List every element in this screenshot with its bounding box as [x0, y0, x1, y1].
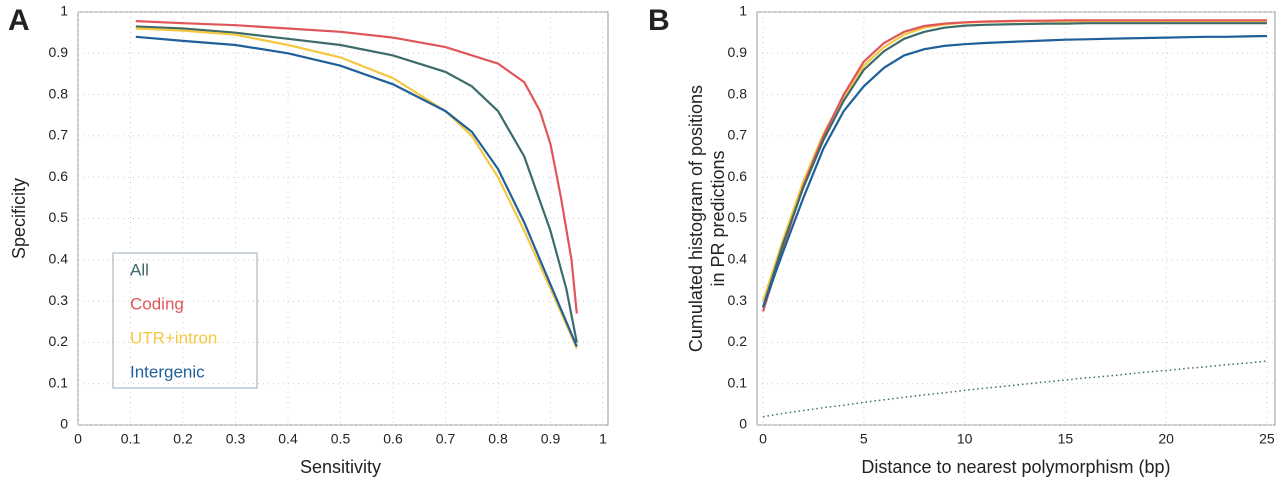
y-tick-label: 0.4: [49, 251, 69, 267]
y-axis-label: in PR predictions: [708, 150, 728, 286]
series-line: [135, 35, 578, 347]
x-tick-label: 0: [74, 431, 82, 447]
y-axis-label: Cumulated histogram of positions: [686, 85, 706, 352]
x-tick-label: 0.1: [121, 431, 141, 447]
y-tick-label: 0: [60, 416, 68, 432]
y-tick-label: 0.8: [728, 85, 748, 101]
y-tick-label: 0.3: [728, 292, 748, 308]
legend-entry: All: [130, 260, 149, 279]
legend-box: [112, 252, 258, 389]
panel-letter: B: [648, 4, 670, 37]
y-tick-label: 0.7: [49, 127, 69, 143]
series-line: [135, 27, 578, 350]
y-tick-label: 0: [739, 416, 747, 432]
y-tick-label: 0.9: [728, 44, 748, 60]
panel-letter: A: [8, 4, 30, 37]
x-tick-label: 20: [1158, 431, 1174, 447]
legend-entry: Coding: [130, 294, 184, 313]
x-tick-label: 0.9: [541, 431, 561, 447]
series-line: [761, 34, 1267, 308]
series-line: [761, 22, 1267, 308]
x-tick-label: 1: [599, 431, 607, 447]
y-tick-label: 0.5: [49, 209, 69, 225]
x-tick-label: 25: [1259, 431, 1275, 447]
y-axis-label: Specificity: [9, 178, 29, 259]
x-tick-label: 0: [759, 431, 767, 447]
x-tick-label: 10: [957, 431, 973, 447]
y-tick-label: 0.9: [49, 44, 69, 60]
y-tick-label: 0.1: [728, 374, 748, 390]
y-tick-label: 0.1: [49, 374, 69, 390]
y-tick-label: 0.5: [728, 209, 748, 225]
legend-entry: Intergenic: [130, 362, 205, 381]
x-tick-label: 0.3: [226, 431, 246, 447]
series-line: [761, 20, 1267, 302]
y-tick-label: 0.4: [728, 251, 748, 267]
x-axis-label: Distance to nearest polymorphism (bp): [861, 457, 1170, 477]
x-tick-label: 0.2: [173, 431, 193, 447]
y-tick-label: 0.2: [728, 333, 748, 349]
y-tick-label: 0.3: [49, 292, 69, 308]
x-tick-label: 0.7: [436, 431, 456, 447]
x-tick-label: 5: [860, 431, 868, 447]
series-line: [135, 20, 578, 314]
series-line: [761, 19, 1267, 312]
x-tick-label: 0.6: [383, 431, 403, 447]
x-tick-label: 15: [1058, 431, 1074, 447]
x-tick-label: 0.5: [331, 431, 351, 447]
x-tick-label: 0.8: [488, 431, 508, 447]
legend-entry: UTR+intron: [130, 328, 217, 347]
series-line: [135, 25, 578, 343]
x-axis-label: Sensitivity: [300, 457, 381, 477]
y-tick-label: 0.6: [728, 168, 748, 184]
y-tick-label: 1: [739, 3, 747, 19]
y-tick-label: 0.8: [49, 85, 69, 101]
series-line: [762, 360, 1267, 418]
y-tick-label: 0.2: [49, 333, 69, 349]
y-tick-label: 1: [60, 3, 68, 19]
y-tick-label: 0.7: [728, 127, 748, 143]
y-tick-label: 0.6: [49, 168, 69, 184]
x-tick-label: 0.4: [278, 431, 298, 447]
